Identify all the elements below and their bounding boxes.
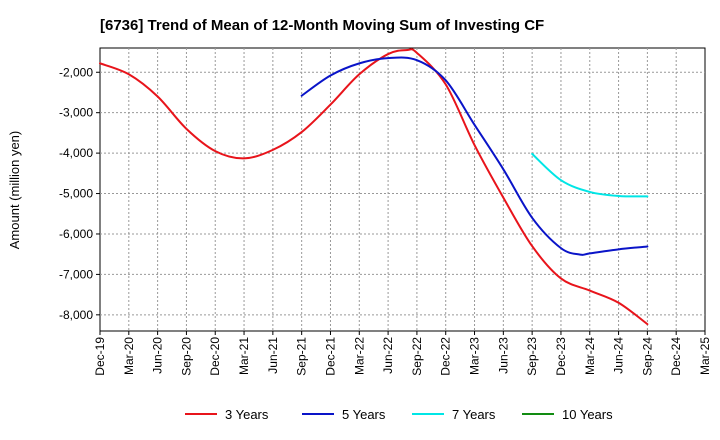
y-tick-label: -7,000 — [59, 267, 93, 281]
x-tick-label: Jun-24 — [612, 337, 626, 374]
y-axis-label: Amount (million yen) — [7, 131, 22, 250]
legend-label: 10 Years — [562, 407, 613, 422]
x-tick-label: Sep-24 — [640, 337, 654, 376]
x-tick-label: Mar-21 — [237, 337, 251, 375]
series-line-5-years — [300, 56, 649, 256]
x-tick-label: Mar-25 — [698, 337, 712, 375]
x-tick-label: Sep-21 — [295, 337, 309, 376]
plot-area — [99, 47, 706, 332]
x-tick-label: Mar-24 — [583, 337, 597, 375]
x-tick-label: Dec-23 — [554, 337, 568, 376]
x-tick-label: Jun-23 — [496, 337, 510, 374]
x-tick-label: Sep-23 — [525, 337, 539, 376]
legend: 3 Years 5 Years 7 Years 10 Years — [185, 407, 613, 422]
x-tick-label: Sep-22 — [410, 337, 424, 376]
series-line-7-years — [531, 152, 649, 198]
chart-title: [6736] Trend of Mean of 12-Month Moving … — [100, 17, 544, 34]
x-tick-label: Jun-20 — [151, 337, 165, 374]
x-tick-label: Mar-22 — [352, 337, 366, 375]
series-line-3-years — [99, 48, 649, 326]
x-tick-label: Dec-19 — [93, 337, 107, 376]
x-tick-label: Mar-23 — [468, 337, 482, 375]
legend-label: 3 Years — [225, 407, 269, 422]
series-layer — [99, 48, 649, 326]
x-tick-label: Dec-20 — [208, 337, 222, 376]
x-axis: Dec-19 Mar-20 Jun-20 Sep-20 Dec-20 Mar-21 Jun-… — [93, 331, 712, 376]
x-tick-label: Dec-21 — [323, 337, 337, 376]
y-tick-label: -8,000 — [59, 308, 93, 322]
x-tick-label: Mar-20 — [122, 337, 136, 375]
x-tick-label: Dec-24 — [669, 337, 683, 376]
y-tick-label: -5,000 — [59, 187, 93, 201]
x-tick-label: Jun-22 — [381, 337, 395, 374]
x-tick-label: Dec-22 — [439, 337, 453, 376]
y-tick-label: -3,000 — [59, 106, 93, 120]
y-axis: -2,000 -3,000 -4,000 -5,000 -6,000 -7,000 -8,0… — [59, 65, 100, 322]
y-tick-label: -4,000 — [59, 146, 93, 160]
grid-layer — [100, 48, 705, 331]
y-tick-label: -2,000 — [59, 65, 93, 79]
legend-label: 7 Years — [452, 407, 496, 422]
x-tick-label: Jun-21 — [266, 337, 280, 374]
y-tick-label: -6,000 — [59, 227, 93, 241]
x-tick-label: Sep-20 — [179, 337, 193, 376]
legend-label: 5 Years — [342, 407, 386, 422]
